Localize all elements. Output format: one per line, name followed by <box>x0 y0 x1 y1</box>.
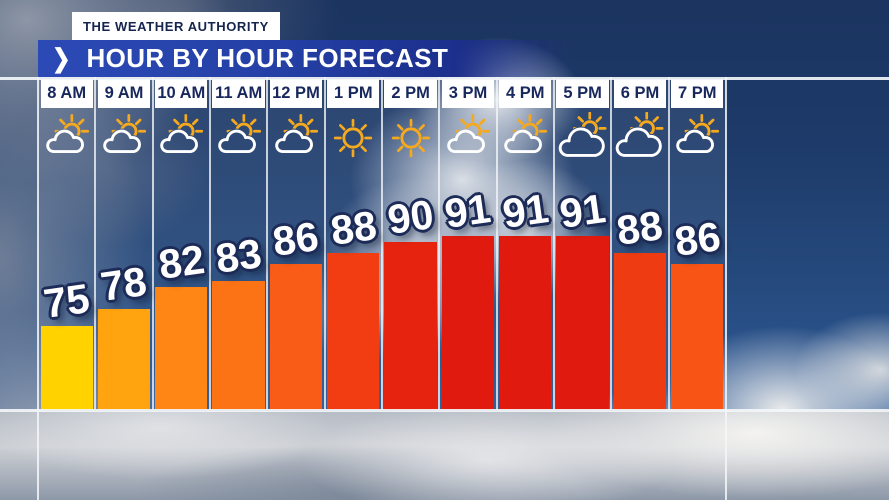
partly-cloudy-icon <box>669 112 726 166</box>
forecast-hour-column: 12 PM 86 <box>266 77 325 410</box>
temperature-bar <box>441 236 495 410</box>
forecast-hour-column: 6 PM 88 <box>610 77 669 410</box>
hour-label: 1 PM <box>327 79 380 108</box>
column-separator <box>495 77 498 410</box>
forecast-hour-column: 11 AM 83 <box>208 77 268 410</box>
table-right-line <box>725 77 727 500</box>
temperature-bar <box>613 253 667 410</box>
partly-cloudy-icon <box>210 112 267 166</box>
hour-label: 3 PM <box>441 79 495 108</box>
hour-label: 10 AM <box>155 79 208 108</box>
temperature-bar <box>499 236 552 410</box>
temperature-bar <box>671 264 724 410</box>
partly-cloudy-icon <box>153 112 210 166</box>
sunny-icon <box>325 112 382 166</box>
station-brand-label: THE WEATHER AUTHORITY <box>83 18 269 34</box>
column-separator <box>438 77 441 410</box>
chevron-right-icon: ❯ <box>52 43 71 73</box>
table-left-line <box>37 77 39 500</box>
forecast-hour-column: 7 PM 86 <box>667 77 726 410</box>
forecast-table: 8 AM 75 9 AM 78 10 AM 82 11 AM 83 12 PM … <box>38 77 726 410</box>
hour-label: 6 PM <box>613 79 667 108</box>
column-separator <box>266 77 269 410</box>
hour-label: 9 AM <box>97 79 151 108</box>
hour-label: 2 PM <box>384 79 437 108</box>
hour-label: 5 PM <box>556 79 609 108</box>
partly-cloudy-icon <box>38 112 95 166</box>
temperature-bar <box>97 309 151 410</box>
station-brand-badge: THE WEATHER AUTHORITY <box>72 12 280 40</box>
hour-label: 8 AM <box>40 79 93 108</box>
column-separator <box>151 77 154 410</box>
column-separator <box>323 77 326 410</box>
temperature-bar <box>384 242 437 410</box>
forecast-hour-column: 8 AM 75 <box>38 79 96 410</box>
column-separator <box>667 77 670 410</box>
table-top-line <box>0 77 889 80</box>
temperature-bar <box>327 253 380 410</box>
column-separator <box>610 77 613 410</box>
temperature-bar <box>556 236 609 410</box>
title-banner: ❯ HOUR BY HOUR FORECAST <box>38 40 572 77</box>
temperature-bar <box>40 326 93 410</box>
forecast-hour-column: 4 PM 91 <box>495 77 554 410</box>
temperature-value: 86 <box>671 213 723 266</box>
column-separator <box>208 77 211 410</box>
column-separator <box>380 77 383 410</box>
forecast-hour-column: 9 AM 78 <box>94 77 153 410</box>
bottom-clouds <box>0 411 889 500</box>
mostly-cloudy-icon <box>554 112 611 166</box>
partly-cloudy-icon <box>267 112 324 166</box>
forecast-hour-column: 5 PM 91 <box>552 77 612 410</box>
partly-cloudy-icon <box>95 112 152 166</box>
mostly-cloudy-icon <box>611 112 668 166</box>
hour-label: 11 AM <box>212 79 265 108</box>
page-title: HOUR BY HOUR FORECAST <box>86 43 449 73</box>
temperature-bar <box>269 264 323 410</box>
forecast-hour-column: 1 PM 88 <box>323 77 382 410</box>
hour-label: 4 PM <box>499 79 552 108</box>
column-separator <box>552 77 555 410</box>
temperature-bar <box>155 286 208 410</box>
forecast-hour-column: 2 PM 90 <box>380 77 440 410</box>
partly-cloudy-icon <box>439 112 496 166</box>
temperature-bar <box>212 281 265 410</box>
sunny-icon <box>382 112 439 166</box>
forecast-hour-column: 3 PM 91 <box>438 77 497 410</box>
partly-cloudy-icon <box>497 112 554 166</box>
table-baseline <box>0 409 889 412</box>
hour-label: 7 PM <box>671 79 724 108</box>
hour-label: 12 PM <box>269 79 323 108</box>
forecast-hour-column: 10 AM 82 <box>151 77 210 410</box>
column-separator <box>94 77 97 410</box>
